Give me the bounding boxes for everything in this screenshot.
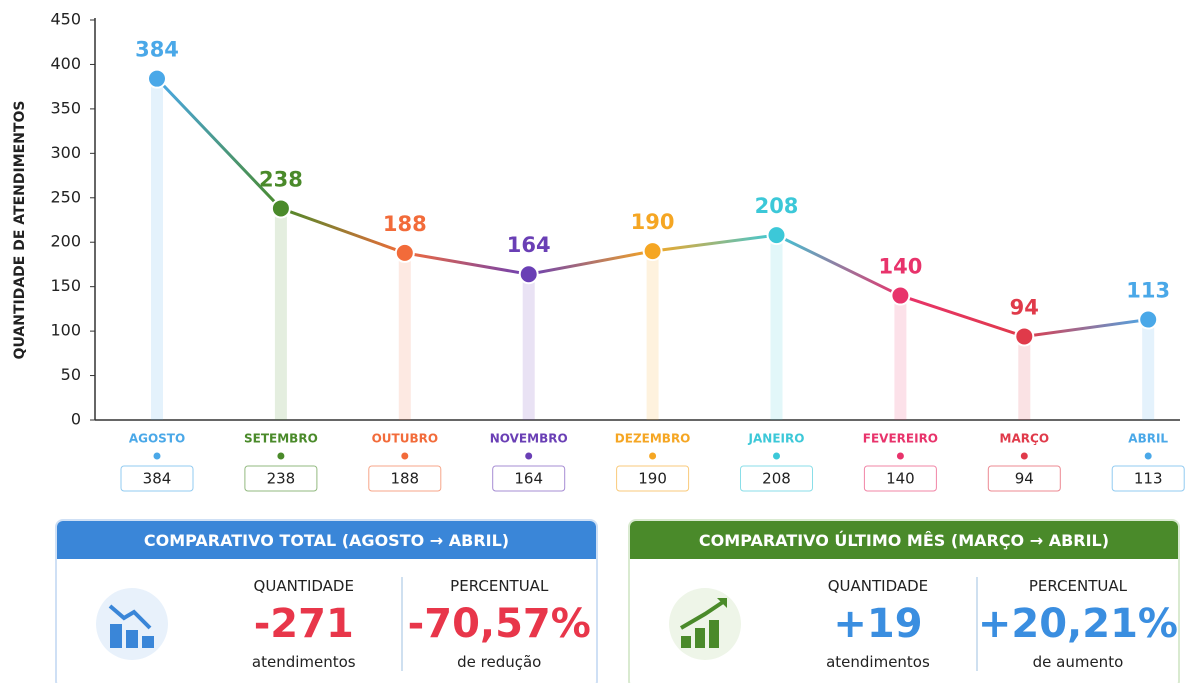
point <box>270 198 291 219</box>
legend-dot <box>525 452 533 460</box>
drop-bar <box>894 295 907 420</box>
point <box>394 242 415 263</box>
value-label: 190 <box>631 210 675 234</box>
legend-dot <box>1020 452 1028 460</box>
legend-dot <box>896 452 904 460</box>
box-value: 113 <box>1134 470 1163 488</box>
x-tick-label: ABRIL <box>1128 432 1168 446</box>
y-tick-label: 450 <box>50 10 81 29</box>
chart: QUANTIDADE DE ATENDIMENTOS 0 50 100 150 200 2… <box>12 10 1185 492</box>
x-tick-label: DEZEMBRO <box>615 432 691 446</box>
y-tick-label: 150 <box>50 276 81 295</box>
y-tick-label: 350 <box>50 98 81 117</box>
value-label: 140 <box>878 255 922 279</box>
y-tick-label: 0 <box>71 410 81 429</box>
value-box <box>1111 465 1185 492</box>
value: -70,57% <box>407 601 591 647</box>
value: -271 <box>253 601 354 647</box>
x-tick-label: NOVEMBRO <box>490 432 568 446</box>
icon <box>630 584 780 664</box>
note: atendimentos <box>826 653 930 671</box>
value-label: 208 <box>755 194 799 218</box>
legend-dot <box>277 452 285 460</box>
point <box>1014 326 1035 347</box>
value-box <box>492 465 566 492</box>
y-tick-label: 100 <box>50 321 81 340</box>
icon <box>57 584 207 664</box>
point <box>518 264 539 285</box>
value-label: 238 <box>259 167 303 191</box>
x-tick-label: OUTUBRO <box>372 432 438 446</box>
drop-bar <box>770 235 783 420</box>
point <box>766 225 787 246</box>
value-box <box>863 465 937 492</box>
value-label: 94 <box>1010 295 1039 319</box>
y-tick-label: 50 <box>61 365 81 384</box>
y-tick-label: 250 <box>50 187 81 206</box>
value-label: 188 <box>383 212 427 236</box>
value-label: 384 <box>135 38 179 62</box>
y-axis-title: QUANTIDADE DE ATENDIMENTOS <box>12 101 28 360</box>
x-tick-label: JANEIRO <box>748 432 805 446</box>
drop-bar <box>1018 336 1031 420</box>
panel: COMPARATIVO ÚLTIMO MÊS (MARÇO → ABRIL) Q… <box>628 519 1180 683</box>
y-tick-label: 200 <box>50 232 81 251</box>
label: QUANTIDADE <box>253 577 354 595</box>
box-value: 384 <box>143 470 172 488</box>
box-value: 238 <box>267 470 296 488</box>
legend-dot <box>649 452 657 460</box>
point <box>890 285 911 306</box>
note: de redução <box>457 653 542 671</box>
legend-dot <box>401 452 409 460</box>
drop-bar <box>398 252 411 420</box>
box-value: 94 <box>1015 470 1034 488</box>
x-tick-label: SETEMBRO <box>244 432 318 446</box>
box-value: 190 <box>638 470 667 488</box>
box-value: 164 <box>514 470 543 488</box>
value-box <box>987 465 1061 492</box>
panel-title: COMPARATIVO ÚLTIMO MÊS (MARÇO → ABRIL) <box>630 521 1178 559</box>
value-box <box>368 465 442 492</box>
value-label: 113 <box>1126 279 1170 303</box>
note: de aumento <box>1032 653 1124 671</box>
drop-bar <box>151 78 163 421</box>
x-tick-label: AGOSTO <box>129 432 185 446</box>
value-box <box>740 465 813 492</box>
legend-dot <box>1144 452 1152 460</box>
y-tick-label: 400 <box>50 54 81 73</box>
drop-bar <box>1142 319 1155 420</box>
box-value: 208 <box>762 470 791 488</box>
panel: COMPARATIVO TOTAL (AGOSTO → ABRIL) QUANT… <box>55 519 598 683</box>
box-value: 188 <box>390 470 419 488</box>
box-value: 140 <box>886 470 915 488</box>
note: atendimentos <box>251 653 356 671</box>
point <box>147 68 167 89</box>
value-box <box>616 465 690 492</box>
label: PERCENTUAL <box>1028 577 1127 595</box>
value: +19 <box>833 601 923 647</box>
x-tick-label: FEVEREIRO <box>863 432 938 446</box>
y-tick-label: 300 <box>50 143 81 162</box>
panel-title: COMPARATIVO TOTAL (AGOSTO → ABRIL) <box>57 521 596 559</box>
value-box <box>244 465 318 492</box>
value-label: 164 <box>507 233 551 257</box>
label: QUANTIDADE <box>827 577 929 595</box>
point <box>1138 309 1159 330</box>
value-box <box>120 465 194 492</box>
x-tick-label: MARÇO <box>1000 432 1049 446</box>
legend-dot <box>773 452 780 460</box>
drop-bar <box>274 208 287 420</box>
point <box>642 241 663 262</box>
drop-bar <box>646 251 659 420</box>
label: PERCENTUAL <box>450 577 549 595</box>
legend-dot <box>153 452 161 460</box>
value: +20,21% <box>977 601 1178 647</box>
drop-bar <box>522 274 535 420</box>
